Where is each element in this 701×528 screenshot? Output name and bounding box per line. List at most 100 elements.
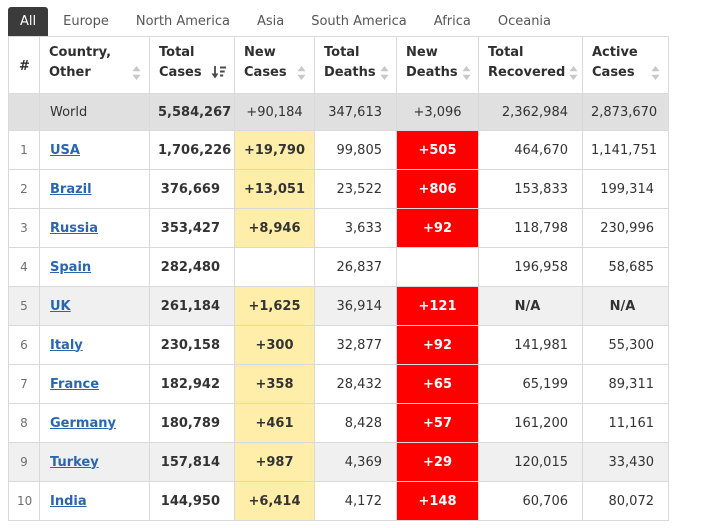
column-header-new-deaths[interactable]: New Deaths	[396, 36, 479, 94]
tab-south-america[interactable]: South America	[311, 14, 407, 29]
country-row: 5 UK 261,184 +1,625 36,914 +121 N/A N/A	[8, 286, 669, 326]
new-deaths-cell	[396, 247, 479, 287]
sort-icon[interactable]	[297, 65, 306, 80]
active-cases-cell: 230,996	[582, 208, 669, 248]
sort-amount-desc-icon[interactable]	[211, 66, 226, 79]
column-header-rank: #	[8, 36, 40, 94]
country-link[interactable]: Brazil	[50, 181, 92, 197]
country-cell: Italy	[39, 325, 150, 365]
column-header-label: Deaths	[406, 65, 458, 80]
total-deaths-cell: 4,369	[314, 442, 397, 482]
country-cell: Russia	[39, 208, 150, 248]
tab-all[interactable]: All	[8, 7, 49, 36]
total-deaths-cell: 347,613	[314, 93, 397, 131]
country-cell: India	[39, 481, 150, 521]
sort-icon[interactable]	[461, 65, 471, 80]
total-deaths-cell: 99,805	[314, 130, 397, 170]
total-recovered-cell: 118,798	[478, 208, 583, 248]
new-deaths-cell: +505	[396, 130, 479, 170]
active-cases-cell: 33,430	[582, 442, 669, 482]
country-cell: Germany	[39, 403, 150, 443]
new-cases-cell: +987	[234, 442, 315, 482]
tab-north-america[interactable]: North America	[135, 14, 230, 29]
total-cases-cell: 282,480	[149, 247, 235, 287]
column-header-new-cases[interactable]: New Cases	[234, 36, 315, 94]
country-row: 9 Turkey 157,814 +987 4,369 +29 120,015 33,430	[8, 442, 669, 482]
rank-cell: 3	[8, 208, 40, 248]
new-deaths-cell: +65	[396, 364, 479, 404]
column-header-label: Total	[324, 45, 360, 60]
total-recovered-cell: 196,958	[478, 247, 583, 287]
country-link[interactable]: Germany	[50, 415, 116, 431]
new-cases-cell: +461	[234, 403, 315, 443]
total-cases-cell: 1,706,226	[149, 130, 235, 170]
country-link[interactable]: USA	[50, 142, 80, 158]
total-deaths-cell: 3,633	[314, 208, 397, 248]
country-link[interactable]: India	[50, 493, 87, 509]
active-cases-cell: 199,314	[582, 169, 669, 209]
new-deaths-cell: +806	[396, 169, 479, 209]
total-recovered-cell: 65,199	[478, 364, 583, 404]
active-cases-cell: N/A	[582, 286, 669, 326]
column-header-country[interactable]: Country, Other	[39, 36, 150, 94]
country-link[interactable]: Turkey	[50, 454, 99, 470]
tab-oceania[interactable]: Oceania	[497, 14, 552, 29]
new-deaths-cell: +57	[396, 403, 479, 443]
rank-cell: 6	[8, 325, 40, 365]
sort-icon[interactable]	[379, 65, 389, 80]
country-row: 1 USA 1,706,226 +19,790 99,805 +505 464,670 1,1…	[8, 130, 669, 170]
sort-icon[interactable]	[132, 65, 141, 80]
new-cases-cell: +358	[234, 364, 315, 404]
total-cases-cell: 353,427	[149, 208, 235, 248]
column-header-total-cases[interactable]: Total Cases	[149, 36, 235, 94]
country-link[interactable]: UK	[50, 298, 71, 314]
total-recovered-cell: 120,015	[478, 442, 583, 482]
country-row: 7 France 182,942 +358 28,432 +65 65,199 89,311	[8, 364, 669, 404]
tab-europe[interactable]: Europe	[63, 14, 109, 29]
new-deaths-cell: +29	[396, 442, 479, 482]
country-cell: UK	[39, 286, 150, 326]
total-recovered-cell: 60,706	[478, 481, 583, 521]
sort-icon[interactable]	[569, 65, 578, 80]
new-cases-cell	[234, 247, 315, 287]
active-cases-cell: 80,072	[582, 481, 669, 521]
table-header-row: # Country, Other Total Cases New Cases Total Dea…	[8, 36, 669, 94]
column-header-active-cases[interactable]: Active Cases	[582, 36, 669, 94]
cases-table: # Country, Other Total Cases New Cases Total Dea…	[8, 36, 669, 521]
country-cell: World	[39, 93, 150, 131]
country-link[interactable]: Italy	[50, 337, 83, 353]
country-link[interactable]: France	[50, 376, 100, 392]
total-deaths-cell: 32,877	[314, 325, 397, 365]
column-header-total-deaths[interactable]: Total Deaths	[314, 36, 397, 94]
new-cases-cell: +6,414	[234, 481, 315, 521]
total-cases-cell: 144,950	[149, 481, 235, 521]
column-header-total-recovered[interactable]: Total Recovered	[478, 36, 583, 94]
total-deaths-cell: 23,522	[314, 169, 397, 209]
country-link[interactable]: Russia	[50, 220, 98, 236]
total-recovered-cell: N/A	[478, 286, 583, 326]
world-row: World 5,584,267 +90,184 347,613 +3,096 2,362,…	[8, 93, 669, 131]
sort-icon[interactable]	[651, 65, 660, 80]
new-cases-cell: +8,946	[234, 208, 315, 248]
rank-cell: 2	[8, 169, 40, 209]
total-cases-cell: 261,184	[149, 286, 235, 326]
total-recovered-cell: 2,362,984	[478, 93, 583, 131]
total-cases-cell: 376,669	[149, 169, 235, 209]
country-cell: Turkey	[39, 442, 150, 482]
total-recovered-cell: 161,200	[478, 403, 583, 443]
rank-cell: 10	[8, 481, 40, 521]
table-body: World 5,584,267 +90,184 347,613 +3,096 2,362,…	[8, 93, 669, 521]
new-cases-cell: +1,625	[234, 286, 315, 326]
country-link[interactable]: Spain	[50, 259, 92, 275]
rank-cell: 7	[8, 364, 40, 404]
column-header-label: Other	[49, 65, 91, 80]
column-header-label: Deaths	[324, 65, 376, 80]
total-deaths-cell: 28,432	[314, 364, 397, 404]
column-header-label: Recovered	[488, 65, 566, 80]
rank-cell: 9	[8, 442, 40, 482]
tab-africa[interactable]: Africa	[433, 14, 471, 29]
active-cases-cell: 89,311	[582, 364, 669, 404]
tab-asia[interactable]: Asia	[256, 14, 285, 29]
rank-cell	[8, 93, 40, 131]
